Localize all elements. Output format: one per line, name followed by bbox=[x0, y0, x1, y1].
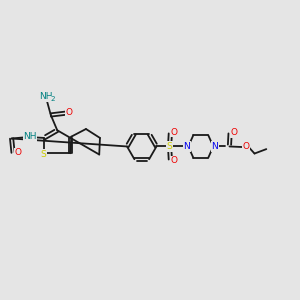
Text: N: N bbox=[183, 142, 190, 151]
Text: NH: NH bbox=[40, 92, 53, 101]
Text: O: O bbox=[66, 108, 73, 117]
Text: O: O bbox=[231, 128, 238, 137]
Text: O: O bbox=[14, 148, 21, 157]
Text: O: O bbox=[171, 128, 178, 137]
Text: NH: NH bbox=[23, 132, 37, 141]
Text: O: O bbox=[171, 156, 178, 165]
Text: S: S bbox=[167, 142, 172, 151]
Text: N: N bbox=[212, 142, 218, 151]
Text: S: S bbox=[40, 150, 46, 159]
Text: O: O bbox=[243, 142, 250, 151]
Text: 2: 2 bbox=[51, 96, 56, 102]
